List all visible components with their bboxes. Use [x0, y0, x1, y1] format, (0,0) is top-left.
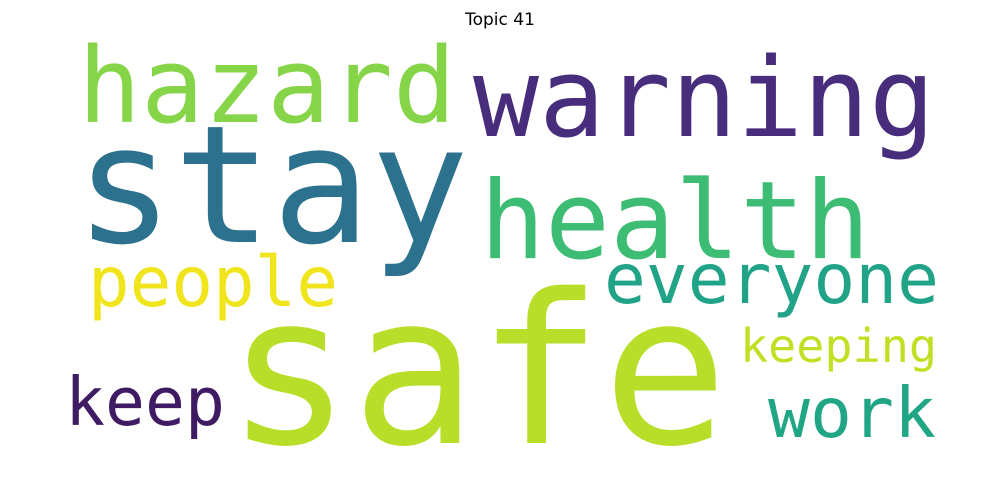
word-stay: stay [75, 90, 469, 281]
word-work: work [768, 373, 936, 454]
word-health: health [480, 159, 870, 284]
word-hazard: hazard [78, 25, 456, 147]
word-keep: keep [65, 363, 225, 441]
word-everyone: everyone [604, 239, 939, 320]
figure-title: Topic 41 [465, 10, 535, 30]
word-keeping: keeping [740, 320, 937, 374]
word-people: people [88, 243, 338, 323]
word-safe: safe [226, 250, 728, 493]
word-warning: warning [473, 34, 935, 162]
